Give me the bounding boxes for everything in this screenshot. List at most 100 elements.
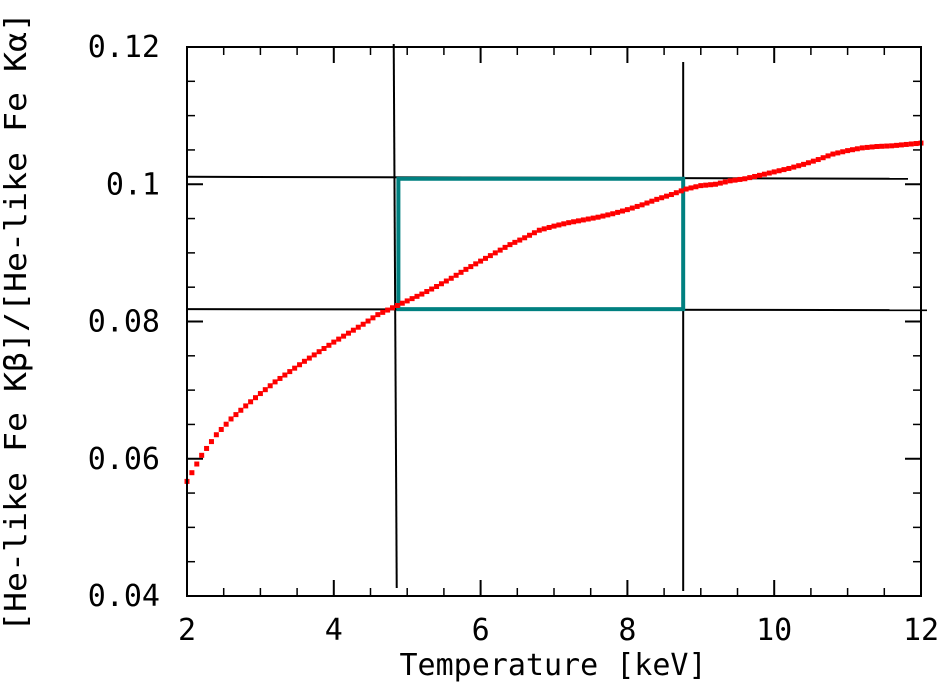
- data-point: [223, 421, 229, 427]
- data-point: [830, 151, 836, 157]
- data-point: [399, 300, 405, 306]
- x-tick-label: 10: [756, 613, 792, 648]
- data-point: [825, 153, 831, 159]
- data-point: [629, 205, 635, 211]
- data-point: [414, 293, 420, 299]
- data-point: [708, 182, 714, 188]
- data-point: [771, 169, 777, 175]
- data-point: [208, 439, 214, 445]
- data-point: [889, 143, 895, 149]
- data-point: [898, 142, 904, 148]
- data-point: [492, 250, 498, 256]
- data-point: [874, 144, 880, 150]
- data-point: [884, 143, 890, 149]
- data-point: [482, 255, 488, 261]
- data-point: [727, 178, 733, 184]
- y-tick-label: 0.04: [88, 579, 160, 614]
- data-point: [243, 403, 249, 409]
- y-tick-label: 0.06: [88, 442, 160, 477]
- data-point: [854, 146, 860, 152]
- data-point: [541, 226, 547, 232]
- data-point: [840, 149, 846, 155]
- data-point: [585, 216, 591, 222]
- data-point: [737, 176, 743, 182]
- data-point: [659, 195, 665, 201]
- data-point: [776, 168, 782, 174]
- y-tick-label: 0.12: [88, 30, 160, 65]
- data-point: [610, 211, 616, 217]
- data-point: [478, 258, 484, 264]
- data-point: [253, 395, 259, 401]
- data-point: [262, 387, 268, 393]
- data-point: [321, 345, 327, 351]
- data-point: [849, 147, 855, 153]
- highlight-box: [396, 176, 686, 312]
- data-point: [277, 375, 283, 381]
- data-point: [605, 212, 611, 218]
- data-point: [673, 190, 679, 196]
- data-point: [365, 318, 371, 324]
- data-point: [600, 213, 606, 219]
- data-point: [732, 177, 738, 183]
- data-point: [341, 333, 347, 339]
- data-point: [693, 184, 699, 190]
- data-point: [301, 358, 307, 364]
- y-tick-label: 0.08: [88, 305, 160, 340]
- data-point: [218, 426, 224, 432]
- data-point: [429, 286, 435, 292]
- data-point: [194, 461, 200, 467]
- data-point: [810, 158, 816, 164]
- x-tick-label: 12: [903, 613, 939, 648]
- data-point: [575, 218, 581, 224]
- data-point: [380, 309, 386, 315]
- data-point: [835, 150, 841, 156]
- data-point: [385, 307, 391, 313]
- data-point: [805, 160, 811, 166]
- data-point: [678, 188, 684, 194]
- data-point: [908, 141, 914, 147]
- data-point: [345, 330, 351, 336]
- data-point: [683, 186, 689, 192]
- data-point: [375, 312, 381, 318]
- data-point: [448, 275, 454, 281]
- data-point: [434, 284, 440, 290]
- data-point: [879, 143, 885, 149]
- data-point: [248, 399, 254, 405]
- reference-lines: [186, 43, 928, 591]
- data-point: [752, 173, 758, 179]
- data-point: [786, 165, 792, 171]
- data-point: [326, 342, 332, 348]
- highlight-box-layer: [396, 176, 686, 312]
- data-point: [424, 289, 430, 295]
- data-point: [859, 145, 865, 151]
- data-point: [453, 272, 459, 278]
- data-point: [394, 302, 400, 308]
- data-point: [615, 209, 621, 215]
- data-point: [664, 193, 670, 199]
- data-point: [297, 362, 303, 368]
- data-point: [717, 180, 723, 186]
- data-point: [213, 432, 219, 438]
- data-point: [331, 339, 337, 345]
- x-tick-labels: 2 4 6 8 10 12: [178, 613, 939, 648]
- y-tick-labels: 0.04 0.06 0.08 0.1 0.12: [88, 30, 160, 614]
- data-point: [869, 144, 875, 150]
- data-point: [267, 383, 273, 389]
- data-point: [522, 235, 528, 241]
- data-point: [620, 208, 626, 214]
- data-point: [487, 253, 493, 259]
- y-tick-label: 0.1: [106, 167, 160, 202]
- data-point: [443, 278, 449, 284]
- data-point: [595, 214, 601, 220]
- x-tick-label: 8: [618, 613, 636, 648]
- data-point: [815, 157, 821, 163]
- data-point: [561, 221, 567, 227]
- data-point: [761, 171, 767, 177]
- data-point: [517, 237, 523, 243]
- x-axis-title: Temperature [keV]: [399, 648, 706, 683]
- data-point: [668, 192, 674, 198]
- data-point: [316, 349, 322, 355]
- reference-line-vertical: [392, 43, 398, 589]
- data-point: [801, 161, 807, 167]
- data-point: [791, 164, 797, 170]
